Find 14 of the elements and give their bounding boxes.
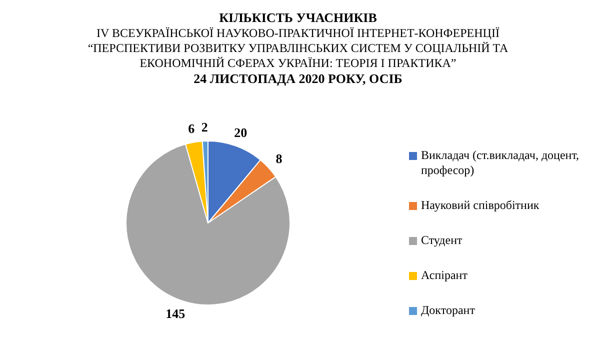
data-label: 145 [166, 306, 186, 321]
text: 24 ЛИСТОПАДА 2020 РОКУ, ОСІБ [192, 71, 404, 87]
legend-label: Докторант [421, 303, 475, 318]
legend-label: Викладач (ст.викладач, доцент, професор) [421, 148, 580, 178]
pie-slice [126, 144, 290, 306]
legend-label: Науковий співробітник [421, 198, 540, 213]
chart-subtitle: IV ВСЕУКРАЇНСЬКОЇ НАУКОВО-ПРАКТИЧНОЇ ІНТЕРНЕТ-КОНФЕРЕНЦІЇ “ПЕРСПЕКТИВИ РОЗВИТКУ УПРАВЛІНСЬКИХ СИСТЕМ У СОЦІАЛЬНІЙ ТА ЕКОНОМІЧНІЙ СФЕРАХ УКРАЇНИ: ТЕОРІЯ І ПРАКТИКА” [86, 26, 510, 71]
chart-title: КІЛЬКІСТЬ УЧАСНИКІВ [218, 10, 378, 26]
legend-label: Аспірант [421, 268, 468, 283]
data-label: 2 [201, 120, 208, 135]
legend-label: Студент [421, 233, 462, 248]
data-label: 6 [188, 120, 196, 136]
data-label: 20 [234, 125, 248, 140]
data-label: 8 [276, 150, 283, 166]
